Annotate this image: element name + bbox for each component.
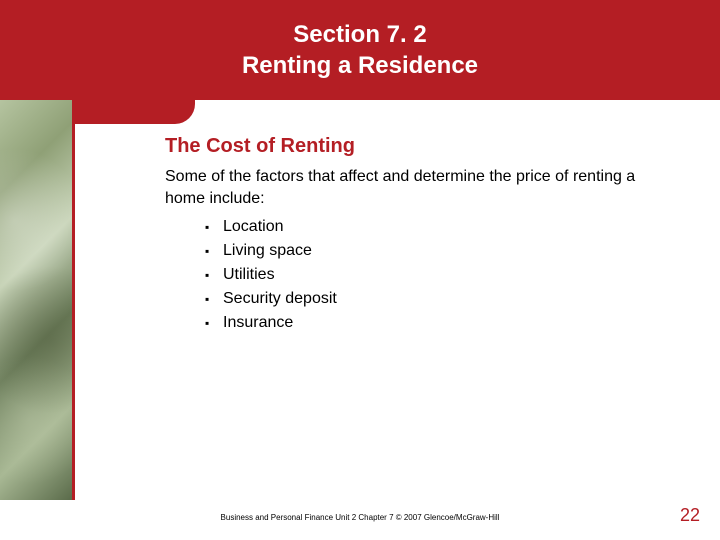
footer-text: Business and Personal Finance Unit 2 Cha… (221, 513, 500, 522)
header-tab-notch (75, 100, 195, 124)
sidebar-decorative-image (0, 100, 75, 500)
content-title: The Cost of Renting (165, 135, 645, 158)
header-title: Section 7. 2 Renting a Residence (242, 19, 478, 81)
list-item: Living space (205, 239, 645, 263)
list-item: Security deposit (205, 287, 645, 311)
list-item: Location (205, 215, 645, 239)
content-intro: Some of the factors that affect and dete… (165, 166, 645, 209)
list-item: Insurance (205, 311, 645, 335)
bullet-list: Location Living space Utilities Security… (165, 215, 645, 335)
slide-content: The Cost of Renting Some of the factors … (165, 135, 645, 335)
header-line-1: Section 7. 2 (293, 21, 426, 48)
list-item: Utilities (205, 263, 645, 287)
page-number: 22 (680, 505, 700, 526)
slide-footer: Business and Personal Finance Unit 2 Cha… (0, 513, 720, 522)
header-line-2: Renting a Residence (242, 52, 478, 79)
slide-header: Section 7. 2 Renting a Residence (0, 0, 720, 100)
